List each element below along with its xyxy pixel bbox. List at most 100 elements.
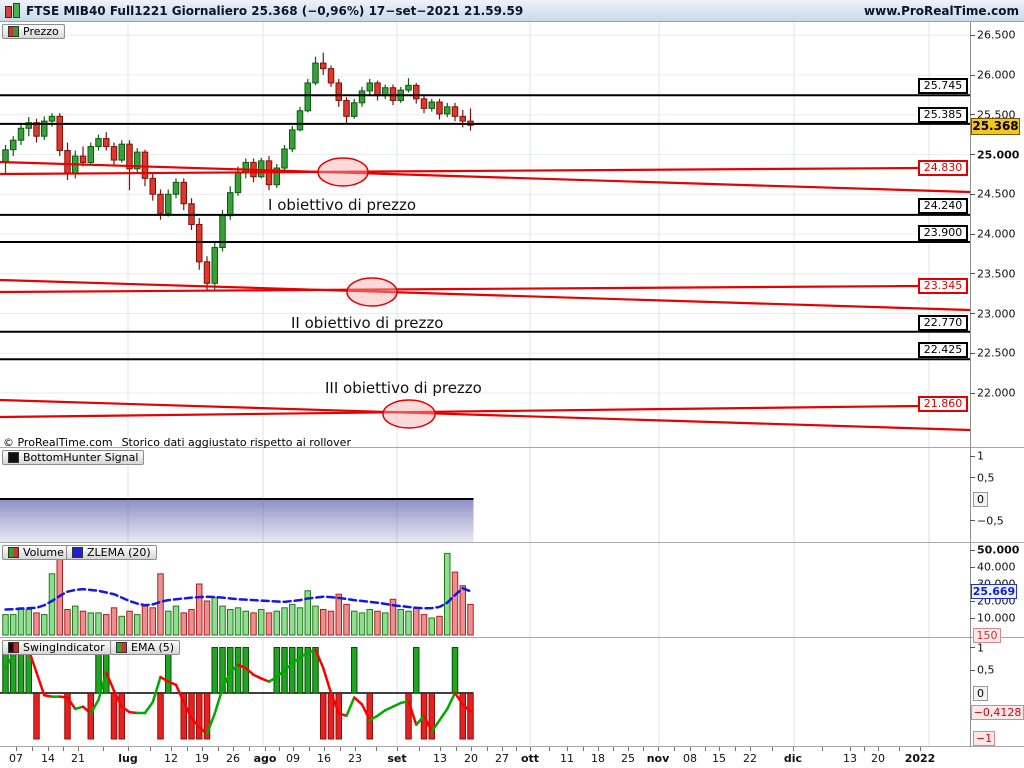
ema-line-segment <box>384 705 395 712</box>
date-tick <box>78 747 79 751</box>
ema-line-segment <box>74 705 85 711</box>
volume-bar <box>327 610 335 636</box>
axis-tick <box>970 273 975 275</box>
swing-bar <box>157 693 164 740</box>
volume-canvas[interactable] <box>0 543 970 637</box>
ema-line-segment <box>329 691 340 715</box>
ema-line-segment <box>438 707 449 722</box>
zlema-line <box>4 586 472 611</box>
ema-line-segment <box>422 714 433 733</box>
ema-line-segment <box>461 703 472 714</box>
date-label: 07 <box>9 752 23 765</box>
legend-prezzo[interactable]: Prezzo <box>2 24 65 39</box>
axis-tick <box>970 34 975 36</box>
bottomhunter-canvas[interactable] <box>0 448 970 542</box>
axis-label: 26.000 <box>977 68 1016 82</box>
legend-swingindicator[interactable]: SwingIndicator <box>2 640 111 655</box>
swing-bar <box>467 693 474 740</box>
time-axis[interactable] <box>0 747 1024 768</box>
website-link[interactable]: www.ProRealTime.com <box>864 3 1019 18</box>
volume-bar <box>10 614 17 636</box>
date-tick-minor <box>376 747 377 751</box>
volume-bar <box>203 600 211 636</box>
volume-bar <box>64 609 71 636</box>
date-tick <box>502 747 503 751</box>
date-label: 20 <box>871 752 885 765</box>
volume-bar <box>157 573 164 636</box>
candle-body <box>203 261 211 284</box>
ema-line-segment <box>120 705 131 714</box>
bottomhunter-value-box: 0 <box>973 492 988 507</box>
volume-bar <box>397 609 404 636</box>
volume-bar <box>17 607 25 636</box>
candle-body <box>103 138 110 148</box>
ema-value-box: −0,4128 <box>971 705 1024 720</box>
candle-body <box>451 106 459 117</box>
volume-bar <box>351 610 358 636</box>
volume-bar <box>196 583 203 636</box>
swing-bar <box>296 647 304 694</box>
date-tick-minor <box>103 747 104 751</box>
volume-bar <box>428 617 435 636</box>
volume-bar <box>134 614 141 636</box>
swing-bar <box>451 647 459 694</box>
price-axis-line[interactable] <box>970 22 971 747</box>
axis-tick <box>970 352 975 354</box>
date-tick <box>658 747 659 751</box>
date-tick-minor <box>643 747 644 751</box>
legend-zlema[interactable]: ZLEMA (20) <box>66 545 157 560</box>
axis-label: 24.000 <box>977 227 1016 241</box>
legend-bottomhunter[interactable]: BottomHunter Signal <box>2 450 145 465</box>
ema-line-segment <box>97 671 108 702</box>
ema-line-segment <box>190 716 201 729</box>
date-tick-minor <box>249 747 250 751</box>
price-level-label: 23.900 <box>918 224 968 241</box>
ema-line-segment <box>252 673 263 680</box>
volume-bar <box>273 610 280 636</box>
legend-volume[interactable]: Volume <box>2 545 70 560</box>
axis-tick <box>970 520 975 521</box>
swing-bar <box>203 693 211 740</box>
volume-bar <box>72 605 79 636</box>
candle-body <box>25 122 32 129</box>
date-label: 22 <box>743 752 757 765</box>
volume-icon <box>8 547 19 558</box>
date-tick-minor <box>419 747 420 751</box>
swing-bar <box>289 647 296 694</box>
volume-bar <box>451 571 459 636</box>
trendline <box>0 284 919 294</box>
volume-bar <box>219 605 226 636</box>
axis-tick <box>970 114 975 116</box>
price-chart-canvas[interactable] <box>0 22 970 447</box>
date-tick-minor <box>549 747 550 751</box>
volume-bar <box>234 607 242 636</box>
panel-separator <box>0 447 1024 448</box>
volume-bar <box>211 597 218 636</box>
legend-ema[interactable]: EMA (5) <box>110 640 181 655</box>
candle-body <box>312 62 319 84</box>
volume-bar <box>343 603 350 636</box>
candle-body <box>320 62 327 70</box>
candle-body <box>289 129 296 150</box>
volume-bar <box>320 609 327 636</box>
date-tick <box>793 747 794 751</box>
date-label: 16 <box>317 752 331 765</box>
date-tick <box>397 747 398 751</box>
candle-body <box>33 122 40 137</box>
volume-bar <box>188 609 195 636</box>
axis-tick <box>970 233 975 235</box>
date-label: ago <box>253 752 277 765</box>
date-label: 13 <box>433 752 447 765</box>
swing-canvas[interactable] <box>0 638 970 746</box>
target-ellipse <box>317 157 369 187</box>
candle-body <box>196 223 203 263</box>
date-tick <box>750 747 751 751</box>
date-tick-minor <box>150 747 151 751</box>
swing-bar <box>211 647 218 694</box>
axis-tick <box>970 455 975 457</box>
volume-bar <box>149 607 156 636</box>
ema-line-segment <box>306 648 317 655</box>
date-tick <box>265 747 266 751</box>
date-tick <box>471 747 472 751</box>
date-label: 21 <box>71 752 85 765</box>
